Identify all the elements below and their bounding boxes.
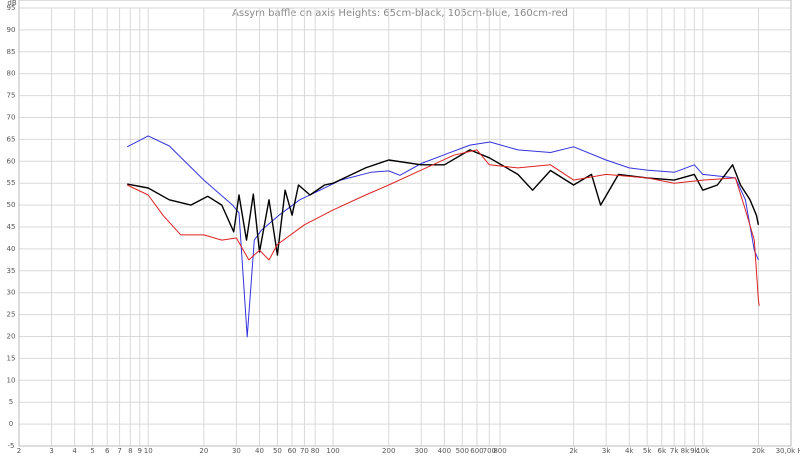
y-tick-label: 60 [7, 157, 16, 165]
x-tick-label: 6 [105, 447, 110, 455]
y-tick-label: -5 [8, 442, 15, 450]
x-tick-label: 50 [273, 447, 282, 455]
response-curve [127, 149, 760, 256]
x-tick-label: 3 [49, 447, 53, 455]
y-tick-label: 40 [7, 245, 16, 253]
y-tick-label: 15 [7, 354, 16, 362]
x-tick-label: 30 [232, 447, 241, 455]
x-tick-label: 80 [311, 447, 320, 455]
y-tick-label: 80 [7, 70, 16, 78]
x-tick-label: 4 [72, 447, 77, 455]
y-tick-label: 75 [7, 92, 16, 100]
chart-title: Assym baffle on axis Heights: 65cm-black… [232, 8, 568, 19]
x-tick-label: 9k [690, 447, 699, 455]
x-tick-label: 7k [670, 447, 679, 455]
y-tick-label: 35 [7, 267, 16, 275]
x-tick-label: 6k [658, 447, 667, 455]
x-tick-label: 400 [438, 447, 451, 455]
x-tick-label: 40 [255, 447, 264, 455]
x-tick-label: 700 [483, 447, 496, 455]
y-tick-label: 30 [7, 289, 16, 297]
x-tick-label: 60 [288, 447, 297, 455]
x-tick-label: 7 [117, 447, 121, 455]
x-tick-label: 4k [625, 447, 634, 455]
x-tick-label: 8k [681, 447, 690, 455]
y-tick-label: 70 [7, 114, 16, 122]
y-tick-label: 5 [9, 398, 13, 406]
response-curve [126, 135, 759, 338]
x-tick-label: 10k [696, 447, 710, 455]
x-tick-label: 20k [752, 447, 766, 455]
x-tick-label: 10 [144, 447, 153, 455]
y-tick-label: 95 [7, 4, 16, 12]
x-tick-label: 30,0k Hz [776, 447, 800, 455]
y-axis-label: dB [7, 0, 16, 7]
y-tick-label: 10 [7, 376, 16, 384]
plot-frame [18, 0, 792, 447]
x-tick-label: 20 [199, 447, 208, 455]
x-tick-label: 300 [415, 447, 428, 455]
x-tick-label: 9 [138, 447, 142, 455]
x-tick-label: 2k [569, 447, 578, 455]
y-tick-label: 20 [7, 333, 16, 341]
x-tick-label: 200 [382, 447, 395, 455]
y-tick-label: 90 [7, 26, 16, 34]
grid [18, 7, 792, 447]
y-tick-label: 65 [7, 135, 16, 143]
x-tick-label: 2 [17, 447, 21, 455]
y-tick-label: 55 [7, 179, 16, 187]
y-tick-label: 85 [7, 48, 16, 56]
x-tick-label: 800 [493, 447, 506, 455]
y-tick-label: 45 [7, 223, 16, 231]
y-tick-label: 50 [7, 201, 16, 209]
x-tick-label: 70 [300, 447, 309, 455]
x-tick-label: 600 [470, 447, 483, 455]
y-tick-label: 0 [9, 420, 13, 428]
x-tick-label: 3k [602, 447, 611, 455]
response-curve [126, 149, 760, 306]
y-tick-label: 25 [7, 311, 16, 319]
x-tick-label: 5k [643, 447, 652, 455]
x-tick-label: 100 [326, 447, 339, 455]
x-tick-label: 500 [456, 447, 469, 455]
x-tick-label: 8 [128, 447, 132, 455]
x-tick-label: 5 [90, 447, 94, 455]
